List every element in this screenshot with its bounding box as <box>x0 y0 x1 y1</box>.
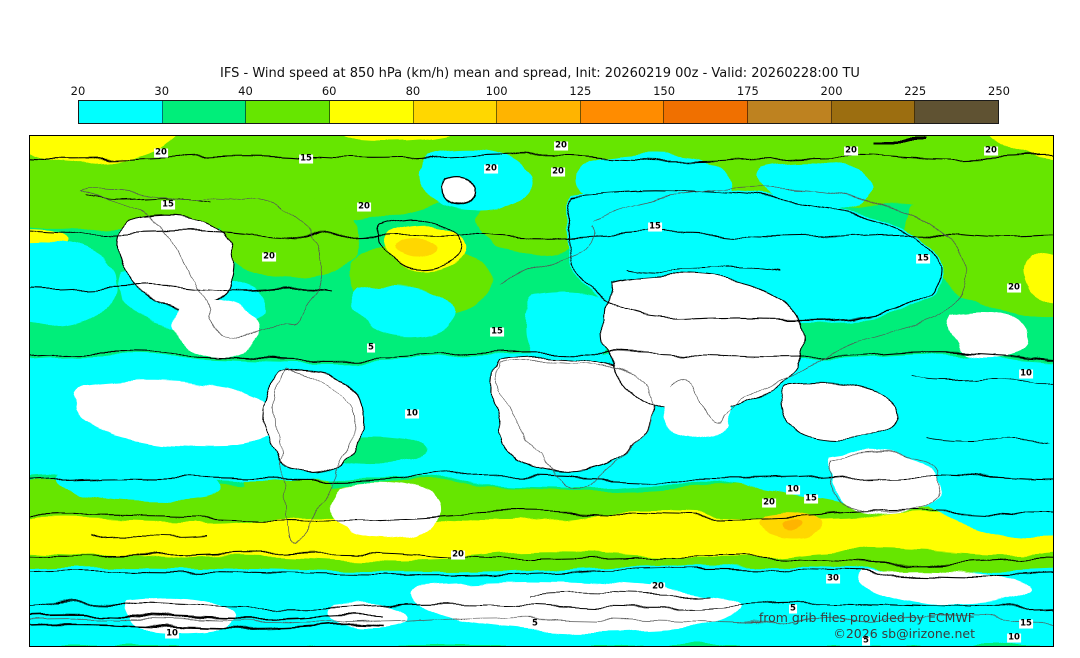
contour-label: 10 <box>1019 368 1033 379</box>
colorbar-tick: 30 <box>154 84 170 98</box>
contour-label: 20 <box>262 251 276 262</box>
colorbar-segment <box>329 101 414 123</box>
colorbar-tick: 80 <box>405 84 421 98</box>
contour-label: 15 <box>916 253 930 264</box>
contour-label: 20 <box>357 201 371 212</box>
contour-label: 20 <box>554 140 568 151</box>
colorbar-tick: 20 <box>70 84 86 98</box>
contour-label: 5 <box>789 603 797 614</box>
colorbar-segment <box>79 101 163 123</box>
attribution: from grib files provided by ECMWF ©2026 … <box>759 610 975 642</box>
colorbar-tick-labels: 20 30 40 60 80 100 125 150 175 200 225 250 <box>71 84 1010 99</box>
contour-label: 15 <box>490 326 504 337</box>
colorbar-segment <box>748 101 832 123</box>
attribution-source: from grib files provided by ECMWF <box>758 610 975 625</box>
filled-contours-layer <box>30 136 1053 646</box>
contour-label: 5 <box>862 635 870 646</box>
colorbar-segment <box>580 101 665 123</box>
colorbar-segment <box>246 101 330 123</box>
colorbar-tick: 200 <box>820 84 843 98</box>
attribution-copyright: ©2026 sb@irizone.net <box>833 626 975 641</box>
contour-label: 15 <box>1019 618 1033 629</box>
contour-label: 10 <box>1007 632 1021 643</box>
colorbar-tick: 125 <box>569 84 592 98</box>
contour-label: 10 <box>165 628 179 639</box>
page-title: IFS - Wind speed at 850 hPa (km/h) mean … <box>220 66 860 81</box>
contour-label: 10 <box>786 484 800 495</box>
wind-speed-field <box>30 136 1053 646</box>
colorbar-tick: 225 <box>904 84 927 98</box>
contour-label: 5 <box>367 342 375 353</box>
contour-label: 15 <box>161 199 175 210</box>
colorbar-tick: 150 <box>653 84 676 98</box>
colorbar-segment <box>664 101 749 123</box>
contour-label: 20 <box>551 166 565 177</box>
coastlines <box>30 188 1053 623</box>
colorbar-segment <box>413 101 498 123</box>
contour-label: 15 <box>804 493 818 504</box>
colorbar-tick: 40 <box>238 84 253 98</box>
colorbar-segment <box>915 101 999 123</box>
contour-label: 20 <box>484 163 498 174</box>
contour-label: 20 <box>451 549 465 560</box>
contour-label: 10 <box>405 408 419 419</box>
colorbar-gradient <box>78 100 999 124</box>
contour-label: 5 <box>531 618 539 629</box>
colorbar-tick: 60 <box>321 84 337 98</box>
contour-label: 30 <box>826 573 840 584</box>
colorbar: 20 30 40 60 80 100 125 150 175 200 225 250 <box>71 84 1010 124</box>
colorbar-segment <box>497 101 581 123</box>
contour-label: 20 <box>154 147 168 158</box>
colorbar-tick: 100 <box>485 84 508 98</box>
contour-label: 20 <box>1007 282 1021 293</box>
contour-label: 15 <box>648 221 662 232</box>
weather-map: 20 15 20 20 20 20 20 15 20 15 20 15 20 15 5 10 10 10 15 20 2… <box>29 135 1054 647</box>
contour-label: 20 <box>762 497 776 508</box>
contour-label: 20 <box>651 581 665 592</box>
spread-contours <box>30 140 1053 629</box>
contour-label: 20 <box>984 145 998 156</box>
colorbar-segment <box>831 101 916 123</box>
contour-label: 20 <box>844 145 858 156</box>
colorbar-tick: 250 <box>988 84 1010 98</box>
colorbar-segment <box>162 101 247 123</box>
colorbar-tick: 175 <box>736 84 759 98</box>
contour-label: 15 <box>299 153 313 164</box>
